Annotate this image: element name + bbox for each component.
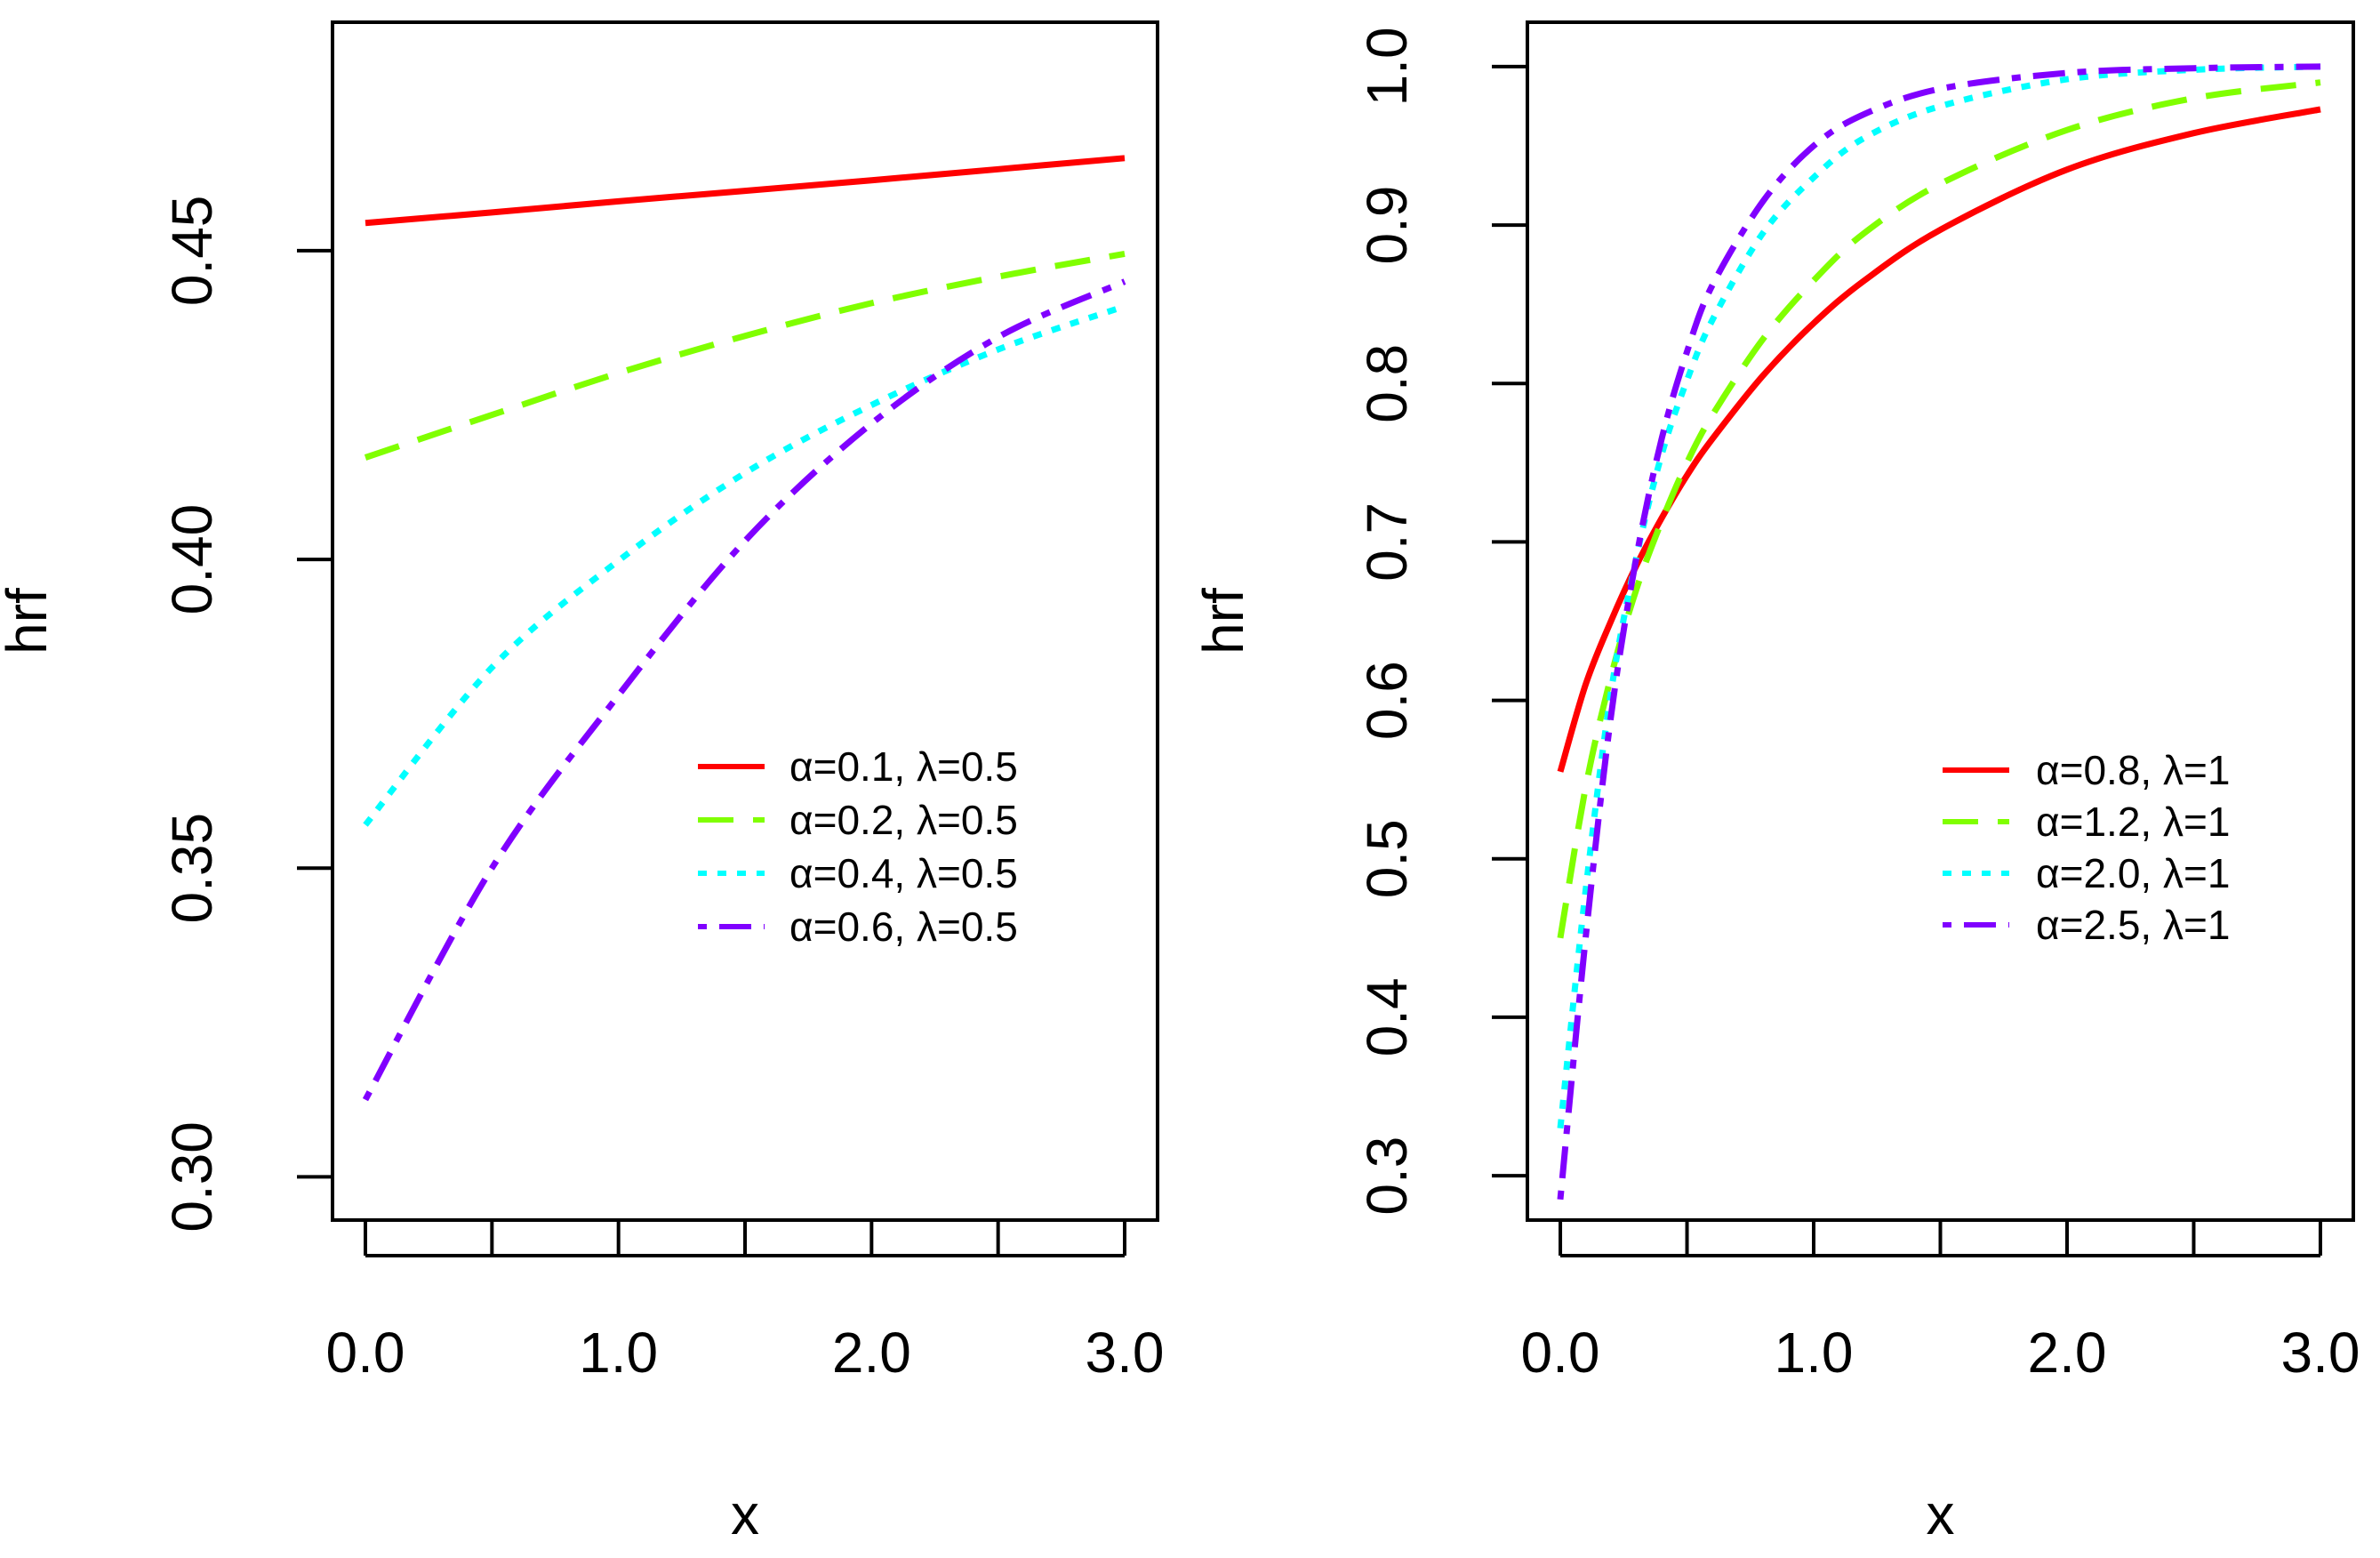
y-axis-title: hrf	[1191, 588, 1255, 655]
y-tick-label: 0.45	[160, 196, 224, 307]
hrf-chart-left: 0.0 1.0 2.0 3.0 0.30 0.35 0.40 0.45 x hrf α=0.1, λ…	[0, 20, 1165, 1546]
series-line-3	[1557, 63, 2321, 1129]
y-tick-label: 0.7	[1355, 502, 1419, 582]
x-tick-label: 2.0	[832, 1321, 911, 1385]
y-tick-label: 0.4	[1355, 977, 1419, 1056]
legend-label-2: α=1.2, λ=1	[2036, 799, 2230, 845]
x-axis-title: x	[731, 1482, 759, 1546]
y-tick-label: 0.3	[1355, 1136, 1419, 1216]
x-tick-label: 0.0	[326, 1321, 405, 1385]
legend-label-3: α=2.0, λ=1	[2036, 850, 2230, 896]
series-line-2	[1557, 79, 2321, 939]
legend-label-2: α=0.2, λ=0.5	[789, 797, 1018, 843]
y-tick-label: 0.35	[160, 813, 224, 924]
y-tick-label: 0.40	[160, 504, 224, 615]
x-tick-label: 1.0	[579, 1321, 658, 1385]
y-tick-label: 0.5	[1355, 819, 1419, 898]
y-tick-label: 0.6	[1355, 661, 1419, 740]
x-tick-label: 1.0	[1775, 1321, 1854, 1385]
series-line-1	[365, 155, 1126, 227]
series-line-3	[363, 303, 1126, 827]
legend-label-1: α=0.8, λ=1	[2036, 747, 2230, 793]
y-tick-label: 1.0	[1355, 27, 1419, 106]
x-axis-title: x	[1927, 1482, 1955, 1546]
x-tick-label: 3.0	[2280, 1321, 2360, 1385]
legend-label-4: α=0.6, λ=0.5	[789, 903, 1018, 950]
legend-label-4: α=2.5, λ=1	[2036, 902, 2230, 948]
series-line-2	[364, 250, 1126, 461]
y-axis-title: hrf	[0, 588, 59, 655]
x-tick-label: 3.0	[1086, 1321, 1165, 1385]
series-line-1	[1557, 106, 2321, 773]
legend-label-3: α=0.4, λ=0.5	[789, 850, 1018, 896]
legend-label-1: α=0.1, λ=0.5	[789, 743, 1018, 790]
x-tick-label: 2.0	[2028, 1321, 2107, 1385]
y-tick-label: 0.9	[1355, 186, 1419, 265]
series-line-4	[1557, 63, 2321, 1201]
hrf-chart-right: 0.0 1.0 2.0 3.0 0.3 0.4 0.5 0.6 0.7 0.8 0.9 1.0 x hrf…	[1191, 20, 2360, 1546]
y-tick-label: 0.8	[1355, 344, 1419, 423]
series-line-4	[362, 278, 1126, 1102]
y-tick-label: 0.30	[160, 1121, 224, 1233]
x-tick-label: 0.0	[1521, 1321, 1600, 1385]
